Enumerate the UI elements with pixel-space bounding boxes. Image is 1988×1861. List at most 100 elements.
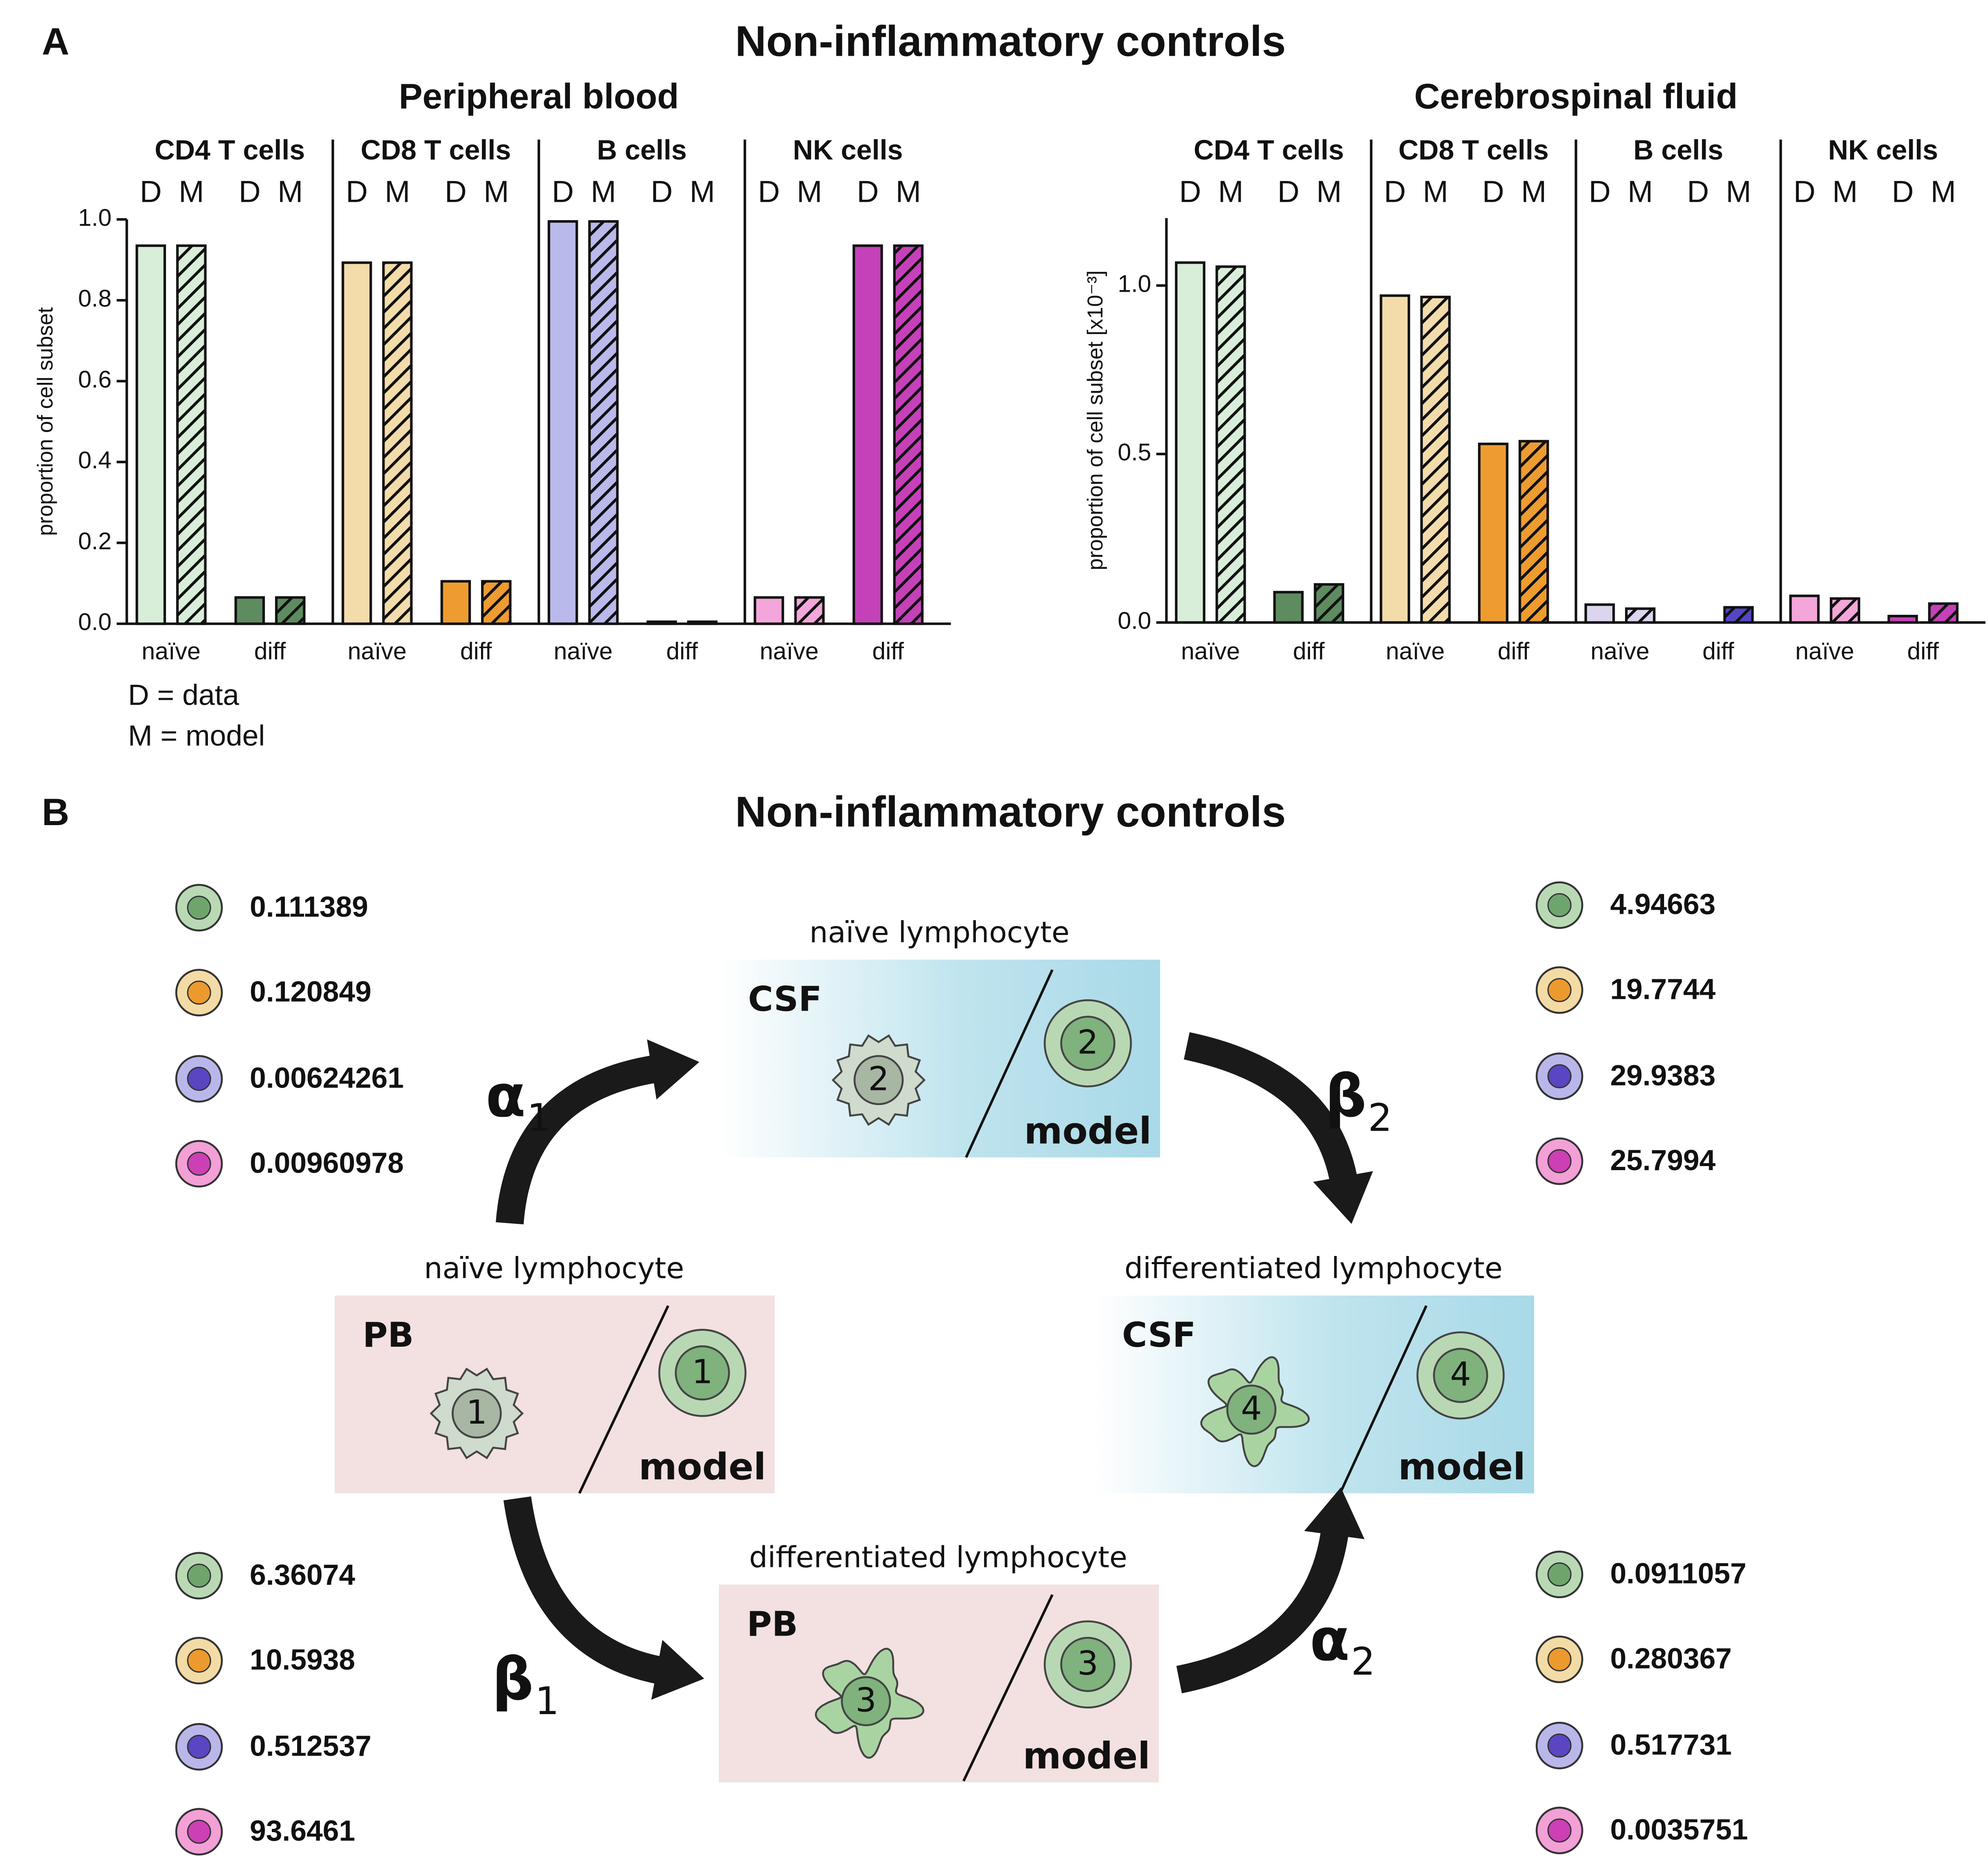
bar [852, 244, 883, 625]
rate-value: 0.0911057 [1610, 1557, 1747, 1590]
note: M = model [128, 719, 265, 752]
panel-label: A [42, 20, 70, 63]
rate-value: 19.7744 [1610, 973, 1716, 1005]
bar [341, 261, 372, 625]
arrow [1176, 1528, 1349, 1693]
note: D = data [128, 679, 239, 712]
divider [962, 1594, 1054, 1782]
series-letter: D [857, 175, 879, 209]
y-tick-label: 1.0 [78, 204, 112, 231]
rate-dot-core [187, 1564, 211, 1588]
x-tick-label: naïve [554, 637, 613, 664]
panel-title: Non-inflammatory controls [735, 788, 1286, 836]
rate-dot-core [1547, 1733, 1572, 1758]
series-letter: M [1423, 175, 1448, 209]
compartment-label: PB [363, 1315, 414, 1355]
series-letter: D [445, 175, 467, 209]
rate-value: 0.517731 [1610, 1728, 1732, 1761]
data-cell-nucleus [853, 1055, 904, 1105]
series-letter: M [896, 175, 921, 209]
rate-dot-core [1547, 893, 1572, 917]
series-letter: M [690, 175, 715, 209]
bar [1420, 295, 1451, 624]
bar [136, 244, 166, 625]
x-tick-label: naïve [1795, 637, 1854, 664]
series-letter: M [483, 175, 509, 209]
bar [1478, 442, 1509, 624]
group-label: CD4 T cells [1194, 134, 1344, 166]
group-label: B cells [597, 134, 687, 166]
cell-number: 3 [1077, 1645, 1098, 1683]
series-letter: M [278, 175, 303, 209]
rate-subscript: 2 [1351, 1640, 1375, 1684]
series-letter: D [758, 175, 780, 209]
series-letter: D [1687, 175, 1709, 209]
arrow [496, 1055, 659, 1225]
series-letter: M [1931, 175, 1956, 209]
rate-dot-core [187, 1066, 211, 1091]
x-tick-label: naïve [1181, 637, 1240, 664]
compartment-label: CSF [748, 979, 822, 1019]
arrow [1183, 1032, 1358, 1184]
series-letter: D [651, 175, 673, 209]
bar [1314, 583, 1345, 624]
bar [1380, 294, 1411, 624]
rate-value: 0.280367 [1610, 1642, 1732, 1675]
rate-value: 29.9383 [1610, 1059, 1716, 1092]
rate-dot-core [1547, 1818, 1572, 1843]
bar [1625, 607, 1656, 624]
compartment-label: CSF [1122, 1315, 1196, 1355]
cell-number: 4 [1241, 1390, 1262, 1428]
rate-symbol: β [492, 1645, 534, 1713]
series-letter: M [1218, 175, 1243, 209]
series-letter: M [385, 175, 410, 209]
series-letter: M [179, 175, 204, 209]
rate-value: 0.512537 [250, 1730, 372, 1762]
group-label: NK cells [1828, 134, 1938, 166]
x-tick-label: naïve [760, 637, 819, 664]
rate-value: 0.00624261 [250, 1062, 404, 1094]
node-title: differentiated lymphocyte [1124, 1251, 1502, 1285]
y-tick-label: 0.5 [1118, 438, 1151, 465]
bar [1928, 602, 1959, 624]
rate-dot-core [187, 1734, 211, 1759]
arrow [503, 1496, 665, 1685]
rate-value: 0.00960978 [250, 1147, 404, 1179]
series-letter: D [552, 175, 574, 209]
cell-number: 4 [1450, 1356, 1471, 1394]
x-tick-label: naïve [348, 637, 407, 664]
bar [753, 596, 784, 625]
y-tick-label: 0.8 [78, 285, 112, 312]
x-tick-label: diff [872, 637, 904, 664]
series-letter: M [1521, 175, 1546, 209]
model-cell-nucleus [1060, 1637, 1115, 1692]
rate-dot-core [187, 1151, 211, 1176]
bar [176, 244, 207, 625]
group-label: B cells [1634, 134, 1723, 166]
cell-number: 3 [855, 1681, 877, 1719]
bar [1830, 597, 1861, 624]
model-label: model [1024, 1110, 1152, 1152]
bar [547, 220, 578, 625]
model-label: model [1398, 1446, 1526, 1488]
bar [440, 580, 471, 625]
rate-dot-core [1547, 1149, 1572, 1173]
model-cell-nucleus [1433, 1348, 1488, 1403]
series-letter: D [1277, 175, 1299, 209]
cell-number: 2 [1077, 1023, 1098, 1062]
bar [1175, 261, 1205, 624]
rate-value: 10.5938 [250, 1644, 355, 1676]
bar [893, 244, 924, 625]
cell-number: 1 [466, 1394, 488, 1432]
chart-title: Peripheral blood [399, 76, 679, 116]
y-tick-label: 0.2 [78, 527, 112, 555]
node-title: naïve lymphocyte [809, 915, 1069, 949]
rate-value: 93.6461 [250, 1815, 355, 1847]
data-cell-nucleus [451, 1388, 502, 1439]
rate-value: 0.111389 [250, 891, 368, 923]
x-tick-label: diff [1293, 637, 1325, 664]
compartment-label: PB [747, 1604, 798, 1644]
data-cell-nucleus [1226, 1385, 1277, 1435]
arrow-head [1313, 1171, 1373, 1224]
